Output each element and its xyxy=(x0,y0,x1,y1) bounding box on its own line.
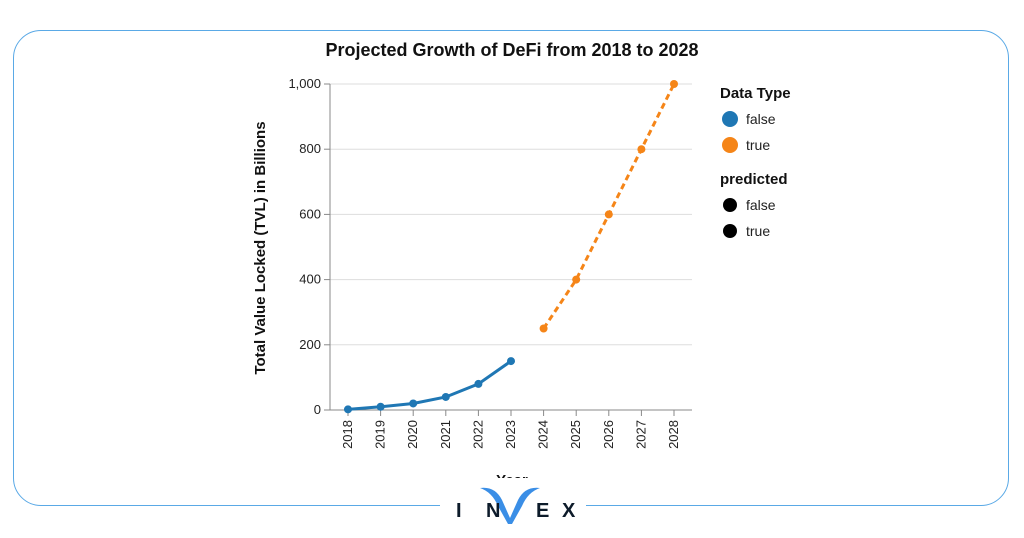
logo-letter-i: I xyxy=(456,500,462,522)
data-point-false xyxy=(474,379,483,388)
data-point-false xyxy=(409,399,418,408)
logo-letter-n: N xyxy=(486,500,501,522)
series-line-false xyxy=(347,359,512,411)
y-tick-label: 400 xyxy=(299,272,321,287)
x-tick-label: 2020 xyxy=(405,420,420,449)
legend-title: predicted xyxy=(720,171,788,188)
x-tick-label: 2023 xyxy=(503,420,518,449)
x-tick-label: 2025 xyxy=(568,420,583,449)
legend: Data Type false true predicted false true xyxy=(720,85,791,239)
logo-letter-e: E xyxy=(536,500,550,522)
legend-swatch xyxy=(723,224,737,238)
y-tick-label: 0 xyxy=(314,402,321,417)
chart-card xyxy=(13,30,1009,506)
x-tick-label: 2022 xyxy=(470,420,485,449)
logo-letter-x: X xyxy=(562,500,576,522)
y-tick-label: 1,000 xyxy=(288,76,321,91)
legend-label: true xyxy=(746,223,770,239)
data-point-false xyxy=(344,405,352,414)
y-axis-title: Total Value Locked (TVL) in Billions xyxy=(252,121,269,374)
legend-label: true xyxy=(746,137,770,153)
axes: 0 200 400 600 800 1,000 2018 2019 2020 2021 2022 20… xyxy=(288,76,692,449)
x-tick-label: 2028 xyxy=(666,420,681,449)
data-point-true xyxy=(670,80,678,88)
chart-title: Projected Growth of DeFi from 2018 to 20… xyxy=(325,40,698,60)
data-point-false xyxy=(507,357,515,366)
legend-swatch xyxy=(722,111,738,127)
y-tick-label: 800 xyxy=(299,141,321,156)
legend-label: false xyxy=(746,197,776,213)
y-tick-label: 600 xyxy=(299,206,321,221)
legend-swatch xyxy=(722,137,738,153)
data-point-true xyxy=(604,210,613,219)
legend-label: false xyxy=(746,111,776,127)
series-lines xyxy=(344,80,678,414)
x-tick-label: 2019 xyxy=(373,420,388,449)
legend-title: Data Type xyxy=(720,85,791,102)
data-point-false xyxy=(376,402,385,411)
series-line-true xyxy=(542,83,676,330)
data-point-false xyxy=(441,392,450,401)
data-point-true xyxy=(572,275,581,284)
x-tick-label: 2026 xyxy=(601,420,616,449)
data-point-true xyxy=(637,145,646,154)
x-tick-label: 2021 xyxy=(438,420,453,449)
logo-v-mark xyxy=(480,487,540,524)
x-tick-label: 2027 xyxy=(633,420,648,449)
x-tick-label: 2018 xyxy=(340,420,355,449)
y-tick-label: 200 xyxy=(299,337,321,352)
data-point-true xyxy=(539,324,548,333)
legend-swatch xyxy=(723,198,737,212)
x-tick-label: 2024 xyxy=(536,420,551,449)
invex-logo: I N E X xyxy=(440,478,586,528)
